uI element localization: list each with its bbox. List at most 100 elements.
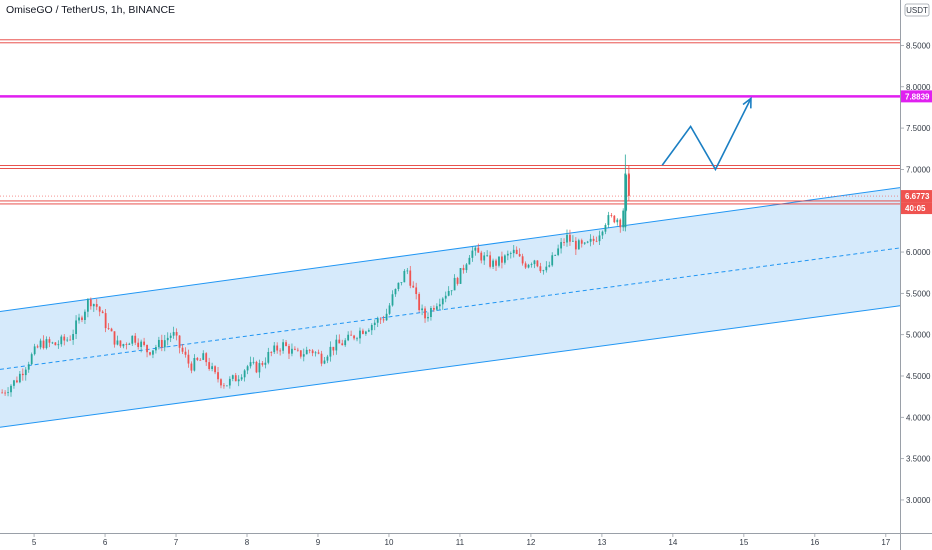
candle-74 (220, 378, 222, 389)
candle-body (400, 282, 403, 284)
candle-40 (119, 340, 122, 348)
candle-body (267, 351, 270, 363)
candle-51 (152, 350, 154, 359)
candle-67 (199, 358, 202, 361)
candle-178 (527, 263, 530, 269)
candle-body (320, 353, 323, 364)
candle-142 (421, 304, 423, 316)
candle-129 (382, 315, 385, 323)
candle-207 (613, 215, 616, 224)
candle-43 (128, 342, 131, 345)
candle-80 (237, 375, 240, 387)
candle-8 (24, 367, 27, 381)
candle-body (486, 255, 489, 257)
candle-body (415, 287, 418, 295)
candle-body (30, 354, 33, 365)
candle-body (299, 350, 302, 357)
candle-13 (39, 338, 42, 350)
candle-body (184, 351, 187, 355)
candle-191 (566, 229, 568, 247)
candle-body (110, 328, 113, 332)
candle-body (388, 305, 391, 314)
candle-spike-0 (624, 154, 627, 232)
x-tick-label: 10 (385, 538, 394, 547)
candle-body (580, 240, 583, 244)
candle-body (444, 295, 447, 299)
candle-body (240, 377, 243, 380)
candle-body (146, 344, 148, 353)
candle-71 (211, 362, 214, 372)
x-tick-label: 13 (597, 538, 606, 547)
candle-185 (548, 261, 551, 268)
candle-199 (589, 234, 592, 247)
candle-body (459, 268, 462, 284)
candle-body (193, 357, 196, 371)
candle-body (495, 260, 497, 266)
candle-body (18, 373, 21, 383)
candle-38 (113, 331, 116, 348)
candle-body (391, 294, 394, 306)
candle-128 (379, 317, 382, 324)
candle-body (521, 256, 524, 264)
candle-body (296, 349, 299, 351)
candle-body (225, 385, 228, 387)
parallel-channel[interactable] (0, 187, 901, 428)
candle-70 (208, 357, 211, 371)
candle-body (305, 349, 308, 355)
candle-172 (509, 251, 512, 259)
candle-body (418, 294, 421, 311)
candle-body (498, 256, 500, 266)
candle-body (542, 270, 545, 272)
candle-186 (551, 252, 554, 267)
projection-polyline (661, 97, 752, 172)
candle-169 (501, 251, 503, 269)
candle-body (364, 331, 367, 334)
candle-body (489, 255, 492, 267)
candle-body (583, 242, 586, 244)
candle-44 (131, 335, 134, 346)
candle-106 (314, 351, 317, 357)
candle-body (515, 249, 518, 255)
candle-body (205, 353, 208, 363)
candle-body (367, 330, 370, 332)
candle-21 (63, 334, 66, 346)
candle-50 (149, 351, 151, 356)
candle-63 (187, 349, 190, 368)
candle-body (7, 392, 9, 394)
x-tick-label: 9 (316, 538, 321, 547)
candle-127 (376, 316, 379, 328)
candle-110 (326, 354, 329, 364)
candle-body (462, 268, 465, 271)
candle-body (249, 362, 252, 367)
candle-body (175, 332, 178, 336)
candle-29 (86, 298, 89, 318)
candle-202 (598, 230, 601, 246)
candle-83 (246, 364, 249, 375)
x-tick-label: 12 (526, 538, 535, 547)
projection-path[interactable] (661, 96, 752, 172)
candle-39 (116, 335, 119, 346)
candle-35 (104, 309, 107, 333)
horizontal-levels[interactable] (0, 39, 900, 205)
candle-body (107, 328, 110, 329)
candle-165 (489, 251, 492, 269)
x-tick-label: 15 (739, 538, 748, 547)
candle-205 (607, 211, 610, 229)
candle-body (282, 342, 284, 351)
candle-5 (16, 376, 18, 384)
candle-body (89, 299, 92, 307)
candle-42 (125, 342, 128, 350)
candle-189 (560, 237, 562, 254)
channel-mid-line (0, 247, 901, 370)
candle-body (385, 313, 388, 321)
candle-body (548, 265, 551, 267)
candle-body (155, 347, 157, 351)
candle-152 (450, 290, 453, 296)
candle-body (199, 359, 202, 361)
candle-body (24, 369, 27, 376)
candle-body (13, 380, 15, 386)
candle-0 (1, 389, 4, 394)
candle-85 (252, 357, 255, 365)
